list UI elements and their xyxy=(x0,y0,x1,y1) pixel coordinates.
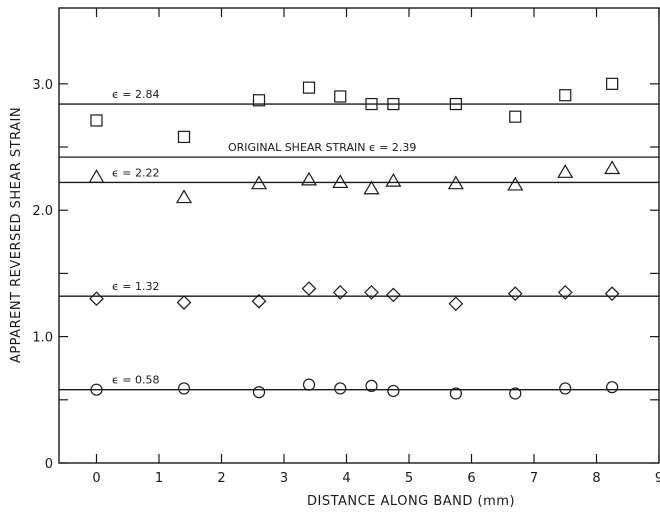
x-tick-label: 9 xyxy=(655,471,660,486)
square-marker xyxy=(334,90,347,103)
level-annotation: ϵ = 1.32 xyxy=(112,280,159,293)
x-tick-label: 4 xyxy=(342,471,350,486)
circle-marker xyxy=(559,382,572,395)
circle-marker xyxy=(449,387,462,400)
y-tick-label: 1.0 xyxy=(32,331,53,346)
y-tick-label: 0 xyxy=(45,457,53,472)
y-axis-label: APPARENT REVERSED SHEAR STRAIN xyxy=(9,107,24,363)
x-tick-label: 0 xyxy=(92,471,100,486)
triangle-marker xyxy=(557,164,574,178)
square-marker xyxy=(559,89,572,102)
square-marker xyxy=(606,77,619,90)
x-tick-label: 5 xyxy=(405,471,413,486)
square-marker xyxy=(509,110,522,123)
triangle-marker xyxy=(250,175,268,190)
diamond-marker xyxy=(448,296,464,312)
x-tick-label: 8 xyxy=(592,471,600,486)
circle-marker xyxy=(606,381,619,394)
circle-marker xyxy=(90,383,103,396)
triangle-marker xyxy=(300,171,318,186)
circle-marker xyxy=(252,386,266,399)
x-tick-label: 1 xyxy=(155,471,163,486)
circle-marker xyxy=(365,379,378,393)
plot-frame xyxy=(58,7,660,464)
diamond-marker xyxy=(301,281,317,296)
triangle-marker xyxy=(507,176,524,191)
square-marker xyxy=(365,97,378,111)
circle-marker xyxy=(302,378,316,391)
diamond-marker xyxy=(364,285,379,300)
diamond-marker xyxy=(386,287,401,303)
circle-marker xyxy=(509,387,522,400)
square-marker xyxy=(90,114,103,127)
diamond-marker xyxy=(251,293,267,309)
annotations: ϵ = 2.84 ORIGINAL SHEAR STRAIN ϵ = 2.39 ϵ … xyxy=(112,88,416,387)
diamond-marker xyxy=(557,285,573,300)
data-markers xyxy=(88,77,621,400)
level-annotation: ϵ = 2.84 xyxy=(112,88,159,101)
level-annotation: ϵ = 0.58 xyxy=(112,374,159,387)
y-axis-ticks: 0 1.0 2.0 3.0 xyxy=(32,78,659,472)
square-marker xyxy=(252,94,266,107)
level-annotation: ϵ = 2.22 xyxy=(112,166,159,179)
triangle-marker xyxy=(175,189,193,204)
y-tick-label: 2.0 xyxy=(32,204,53,219)
square-marker xyxy=(177,130,191,144)
circle-marker xyxy=(387,384,400,398)
x-tick-label: 6 xyxy=(467,471,475,486)
diamond-marker xyxy=(89,291,104,307)
triangle-marker xyxy=(604,160,621,175)
x-tick-label: 2 xyxy=(217,471,225,486)
triangle-marker xyxy=(363,180,380,195)
triangle-marker xyxy=(447,175,464,190)
x-axis-ticks: 0 1 2 3 4 5 6 7 8 9 xyxy=(92,8,660,486)
square-marker xyxy=(302,81,316,94)
square-marker xyxy=(387,97,400,111)
circle-marker xyxy=(334,382,347,395)
x-tick-label: 3 xyxy=(280,471,288,486)
diamond-marker xyxy=(332,285,348,300)
x-tick-label: 7 xyxy=(530,471,538,486)
x-axis-label: DISTANCE ALONG BAND (mm) xyxy=(307,494,515,509)
y-tick-label: 3.0 xyxy=(32,78,53,93)
square-marker xyxy=(449,97,462,111)
triangle-marker xyxy=(332,174,349,189)
diamond-marker xyxy=(604,286,620,301)
fit-lines xyxy=(59,103,659,391)
level-annotation: ORIGINAL SHEAR STRAIN ϵ = 2.39 xyxy=(228,141,416,154)
diamond-marker xyxy=(507,286,523,301)
diamond-marker xyxy=(176,295,192,310)
triangle-marker xyxy=(88,169,105,183)
triangle-marker xyxy=(385,172,402,187)
circle-marker xyxy=(177,382,191,395)
